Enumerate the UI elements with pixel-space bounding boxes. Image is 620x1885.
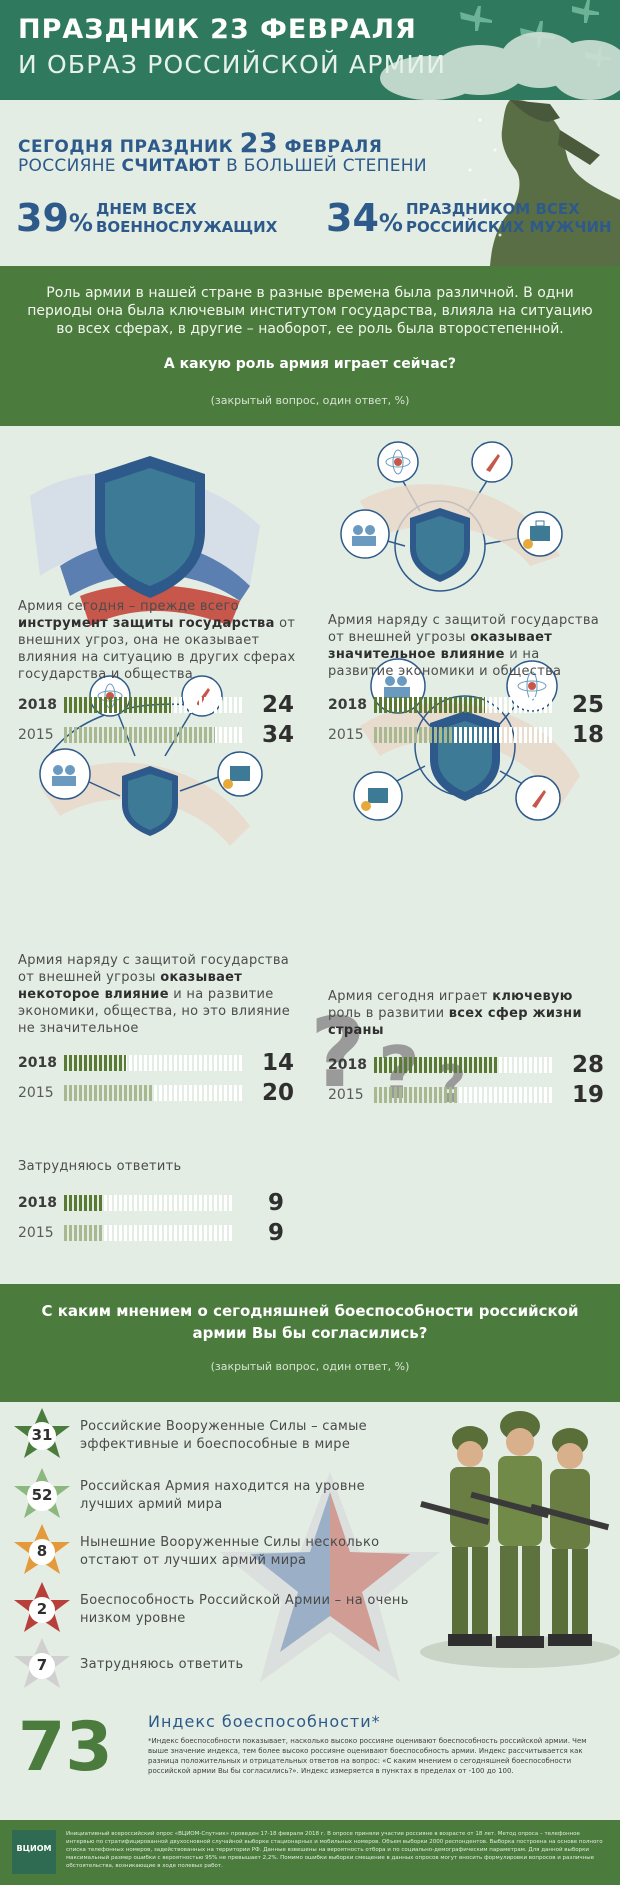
option-4-row-2018: 2018 28	[328, 1052, 604, 1078]
intro-text-bold: СЧИТАЮТ	[121, 156, 221, 176]
bar-fill	[374, 1087, 459, 1103]
svg-text:?: ?	[310, 997, 366, 1109]
page-subtitle: И ОБРАЗ РОССИЙСКОЙ АРМИИ	[18, 50, 447, 79]
stat-percent-1: 39%	[16, 196, 93, 240]
star-icon-2	[14, 1468, 70, 1518]
intro-line-1: СЕГОДНЯ ПРАЗДНИК 23 ФЕВРАЛЯ	[18, 128, 382, 159]
intro-text-b: ФЕВРАЛЯ	[284, 137, 383, 157]
bar-fill	[374, 697, 485, 713]
star-icon-4	[14, 1582, 70, 1632]
option-2-row-2018: 2018 25	[328, 692, 604, 718]
rating-value-4: 2	[36, 1600, 48, 1618]
rating-label-5: Затрудняюсь ответить	[80, 1657, 244, 1672]
question-1-text: А какую роль армия играет сейчас?	[163, 356, 457, 372]
rating-label-1: Российские Вооруженные Силы – самые эффе…	[80, 1419, 367, 1452]
question-1-band: Роль армии в нашей стране в разные време…	[0, 266, 620, 426]
page-title: ПРАЗДНИК 23 ФЕВРАЛЯ	[18, 14, 417, 45]
stat-percent-2: 34%	[326, 196, 403, 240]
soldier-left	[420, 1426, 492, 1646]
intro-text-a: СЕГОДНЯ ПРАЗДНИК	[18, 137, 234, 157]
shield-flag-illustration	[30, 456, 260, 626]
index-value: 73	[18, 1708, 113, 1787]
stat-label-2: ПРАЗДНИКОМ ВСЕХ РОССИЙСКИХ МУЖЧИН	[406, 200, 612, 236]
option-2-row-2015: 2015 18	[328, 722, 604, 748]
bar-fill	[374, 727, 454, 743]
option-5-row-2018: 2018 9	[18, 1190, 284, 1216]
intro-line-2: РОССИЯНЕ СЧИТАЮТ В БОЛЬШЕЙ СТЕПЕНИ	[18, 156, 427, 176]
footer-methodology: Инициативный всероссийский опрос «ВЦИОМ-…	[66, 1831, 603, 1869]
index-description: *Индекс боеспособности показывает, наско…	[148, 1737, 587, 1775]
rating-label-2: Российская Армия находится на уровне луч…	[80, 1479, 365, 1512]
question-2-band: С каким мнением о сегодняшней боеспособн…	[0, 1284, 620, 1402]
vciom-logo: ВЦИОМ	[12, 1830, 56, 1874]
intro-date-number: 23	[239, 128, 279, 159]
question-1-intro: Роль армии в нашей стране в разные време…	[27, 285, 593, 337]
question-2-note: (закрытый вопрос, один ответ, %)	[210, 1360, 410, 1373]
question-2-text: С каким мнением о сегодняшней боеспособн…	[41, 1302, 579, 1342]
rating-value-2: 52	[31, 1486, 53, 1504]
option-1-text: Армия сегодня – прежде всего инструмент …	[18, 599, 296, 682]
planes-decoration	[380, 0, 620, 100]
bar-fill	[64, 697, 171, 713]
index-title: Индекс боеспособности*	[148, 1712, 381, 1731]
intro-text-c: РОССИЯНЕ	[18, 156, 116, 176]
intro-text-d: В БОЛЬШЕЙ СТЕПЕНИ	[226, 156, 427, 176]
bar-fill	[64, 1055, 126, 1071]
star-icon-5	[14, 1638, 70, 1688]
option-4-row-2015: 2015 19	[328, 1082, 604, 1108]
bar-fill	[64, 1085, 153, 1101]
option-4-text: Армия сегодня играет ключевую роль в раз…	[328, 989, 582, 1038]
rating-label-3: Нынешние Вооруженные Силы несколько отст…	[80, 1535, 380, 1568]
star-icon-1	[14, 1408, 70, 1458]
bar-fill	[374, 1057, 499, 1073]
stat-label-1: ДНЕМ ВСЕХ ВОЕННОСЛУЖАЩИХ	[96, 200, 278, 236]
header-banner: ПРАЗДНИК 23 ФЕВРАЛЯ И ОБРАЗ РОССИЙСКОЙ А…	[0, 0, 620, 100]
star-icon-3	[14, 1524, 70, 1574]
soldier-right	[530, 1428, 610, 1646]
rating-value-3: 8	[36, 1542, 48, 1560]
bar-fill	[64, 727, 215, 743]
intro-section: СЕГОДНЯ ПРАЗДНИК 23 ФЕВРАЛЯ РОССИЯНЕ СЧИ…	[0, 100, 620, 266]
rating-value-1: 31	[31, 1426, 53, 1444]
option-1-row-2018: 2018 24	[18, 692, 294, 718]
option-3-row-2018: 2018 14	[18, 1050, 294, 1076]
bar-fill	[64, 1195, 102, 1211]
soldiers-illustration	[220, 1411, 620, 1682]
bar-fill	[64, 1225, 102, 1241]
soldier-center	[470, 1411, 550, 1648]
rating-value-5: 7	[36, 1656, 48, 1674]
option-3-row-2015: 2015 20	[18, 1080, 294, 1106]
option-5-text: Затрудняюсь ответить	[18, 1159, 182, 1174]
footer: ВЦИОМ Инициативный всероссийский опрос «…	[0, 1820, 620, 1885]
option-1-row-2015: 2015 34	[18, 722, 294, 748]
rating-stars	[14, 1408, 70, 1688]
saluting-soldier-illustration	[463, 100, 620, 266]
question-1-note: (закрытый вопрос, один ответ, %)	[210, 394, 410, 407]
option-5-row-2015: 2015 9	[18, 1220, 284, 1246]
option-3-text: Армия наряду с защитой государства от вн…	[18, 953, 291, 1036]
rating-label-4: Боеспособность Российской Армии – на оче…	[80, 1593, 409, 1626]
option-2-text: Армия наряду с защитой государства от вн…	[328, 613, 600, 679]
